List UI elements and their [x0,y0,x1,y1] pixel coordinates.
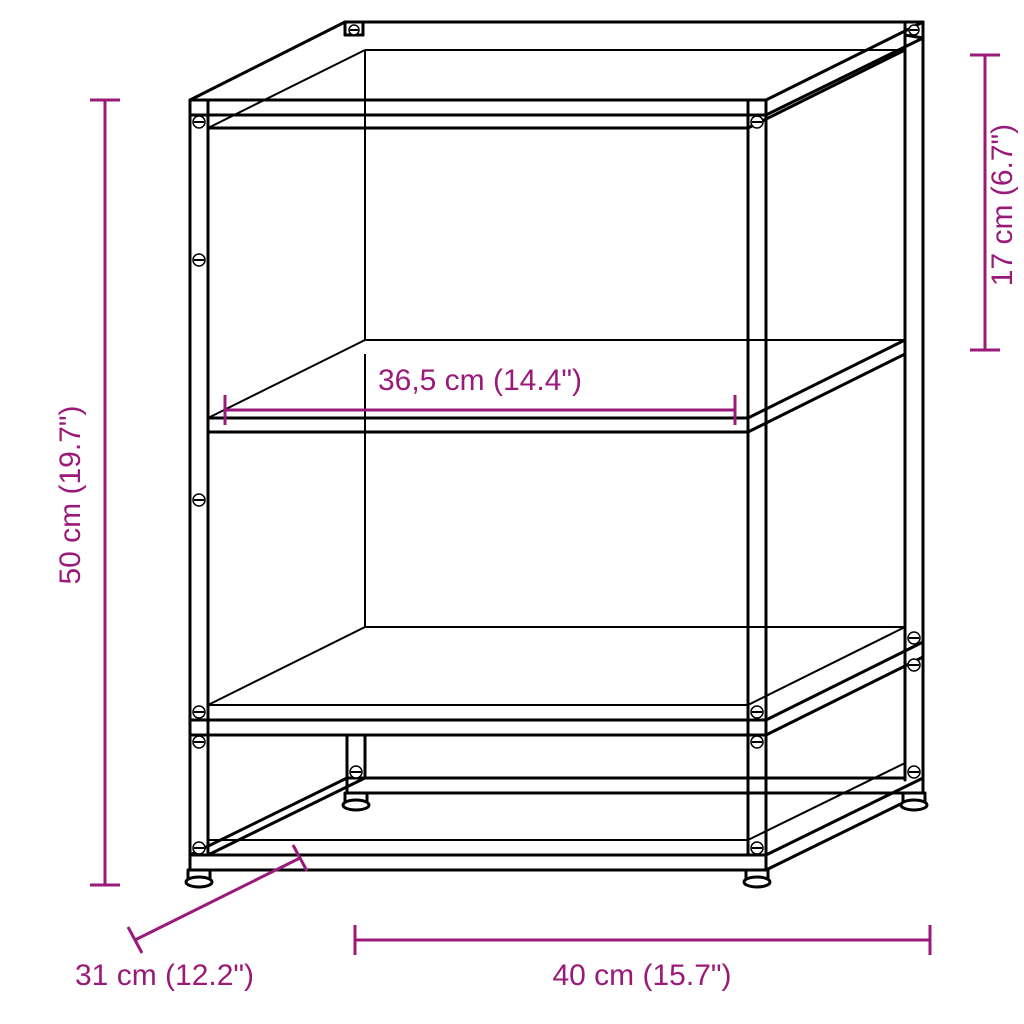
screws [193,25,920,854]
dim-shelf-height-label: 17 cm (6.7") [986,124,1019,286]
furniture-outline [186,22,927,887]
dim-width-label: 40 cm (15.7") [552,959,731,992]
dim-height-label: 50 cm (19.7") [54,405,87,584]
dim-depth-label: 31 cm (12.2") [75,959,254,992]
dim-shelf-width-label: 36,5 cm (14.4") [378,364,582,397]
dimension-diagram: 50 cm (19.7") 17 cm (6.7") 36,5 cm (14.4… [0,0,1024,1024]
